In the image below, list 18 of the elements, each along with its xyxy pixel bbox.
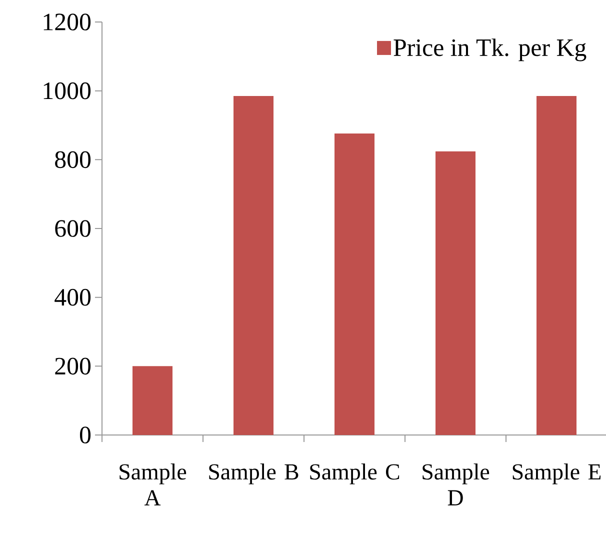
x-tick-label: Sample C — [310, 464, 400, 484]
bar — [334, 134, 374, 435]
y-tick-label: 200 — [55, 358, 91, 375]
y-tick-label: 1000 — [44, 82, 91, 100]
legend-label: Price in Tk. per Kg — [394, 38, 586, 62]
bar — [436, 151, 476, 435]
x-tick-label: Sample E — [512, 464, 601, 484]
y-tick-label: 1200 — [44, 14, 91, 30]
bar — [536, 96, 576, 435]
x-tick-label: Sample A — [120, 464, 186, 506]
y-tick-label: 600 — [55, 220, 91, 237]
bar — [132, 366, 172, 435]
bar — [234, 96, 274, 435]
y-tick-label: 800 — [55, 151, 91, 168]
y-tick-label: 0 — [80, 426, 91, 444]
y-tick-label: 400 — [54, 288, 91, 306]
x-tick-label: Sample B — [209, 464, 298, 484]
x-tick-label: Sample D — [422, 464, 490, 506]
